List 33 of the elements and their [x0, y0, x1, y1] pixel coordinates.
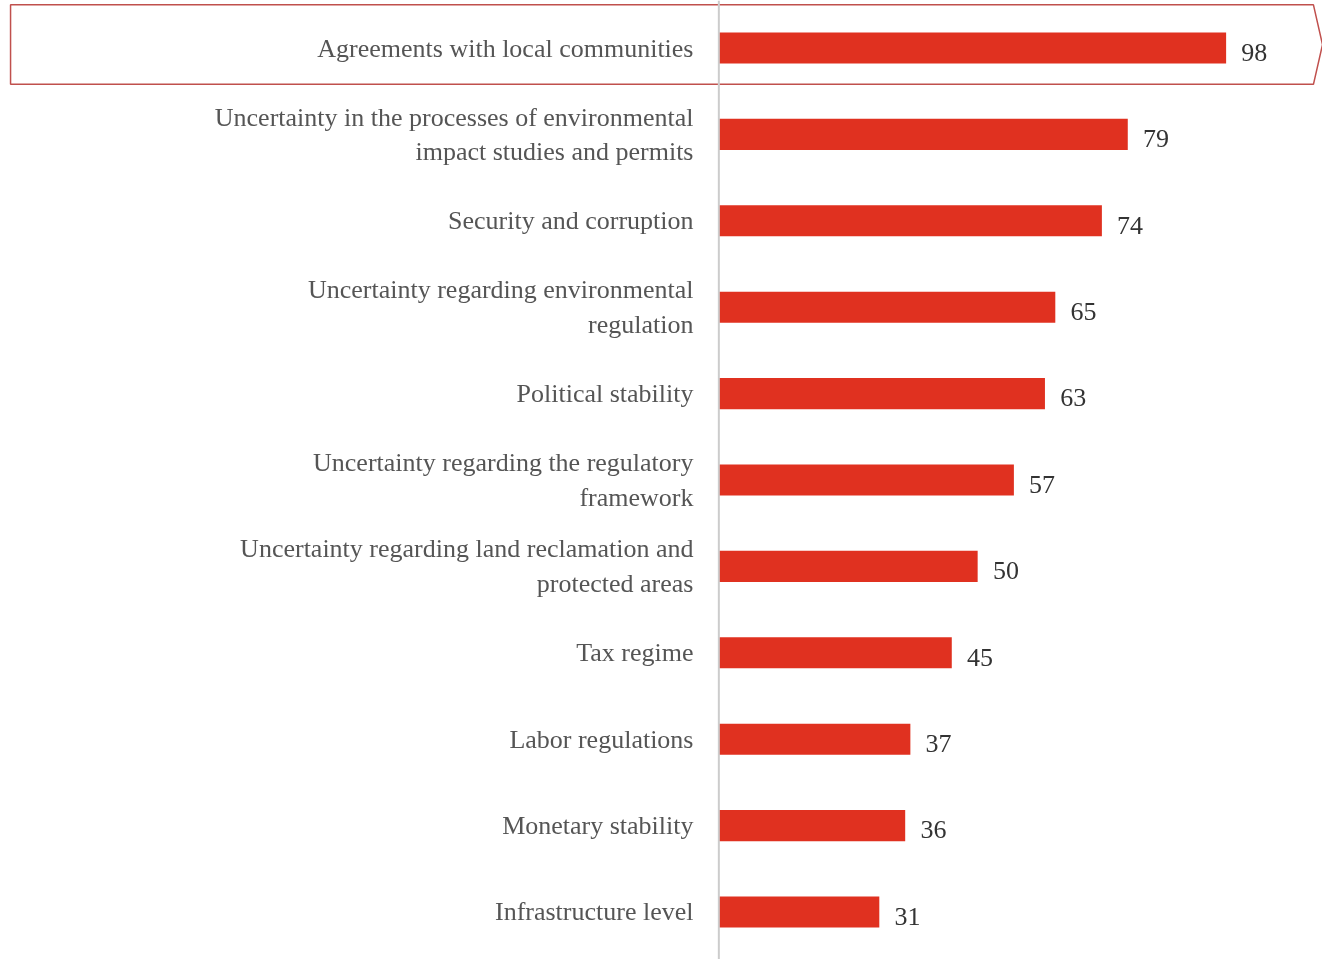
data-label: 98 — [1241, 37, 1268, 67]
bar — [718, 810, 906, 842]
bar — [718, 205, 1102, 237]
y-tick-label: Uncertainty in the processes of environmental impact studies and permits — [214, 102, 694, 167]
y-tick-label: Monetary stability — [502, 811, 694, 841]
data-label: 79 — [1142, 124, 1169, 154]
bar — [718, 464, 1014, 496]
data-label: 31 — [894, 901, 921, 931]
y-tick-label: Security and corruption — [447, 206, 694, 236]
y-tick-label: Political stability — [516, 379, 694, 409]
y-tick-label: Uncertainty regarding land reclamation and protected areas — [240, 534, 694, 599]
data-label: 37 — [925, 729, 952, 759]
bar — [718, 118, 1128, 150]
bar — [718, 637, 952, 669]
data-label: 45 — [967, 642, 993, 672]
data-label: 63 — [1060, 383, 1087, 413]
data-label: 65 — [1070, 297, 1097, 327]
y-tick-label: Agreements with local communities — [317, 33, 694, 63]
y-tick-label: Infrastructure level — [494, 897, 694, 927]
bar — [718, 550, 978, 582]
data-label: 36 — [920, 815, 947, 845]
data-label: 50 — [992, 556, 1019, 586]
data-label: 57 — [1029, 469, 1056, 499]
data-label: 74 — [1117, 210, 1144, 240]
bar — [718, 896, 880, 928]
bar — [718, 723, 911, 755]
bar — [718, 378, 1045, 410]
bar — [718, 32, 1227, 64]
bar — [718, 291, 1056, 323]
y-tick-label: Uncertainty regarding the regulatory framework — [313, 448, 694, 512]
y-tick-label: Labor regulations — [509, 724, 694, 754]
y-tick-label: Uncertainty regarding environmental regulation — [307, 275, 694, 340]
y-tick-label: Tax regime — [576, 638, 694, 668]
